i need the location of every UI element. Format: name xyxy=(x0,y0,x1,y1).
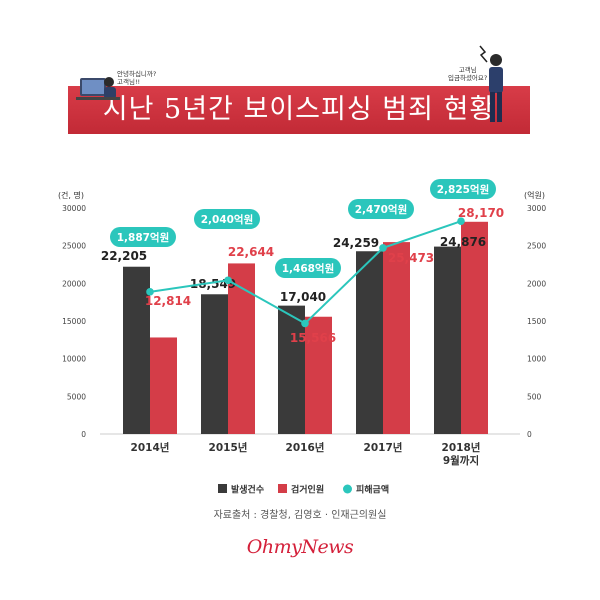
y-left-tick-label: 25000 xyxy=(62,242,86,251)
y-right-tick-label: 2500 xyxy=(527,242,546,251)
bar-occurrences xyxy=(434,246,461,434)
line-damage-label: 1,468억원 xyxy=(282,262,335,275)
speech-bubble-right-line2: 입금하셨어요? xyxy=(448,74,488,82)
y-right-unit: (억원) xyxy=(524,190,545,200)
x-tick-label: 2017년 xyxy=(364,441,403,454)
line-damage-pill xyxy=(275,258,341,278)
legend-swatch xyxy=(218,484,227,493)
bar-occurrences-label: 22,205 xyxy=(101,249,147,263)
x-tick-label: 2015년 xyxy=(209,441,248,454)
line-damage-pill xyxy=(430,179,496,199)
bar-occurrences-label: 24,259 xyxy=(333,236,379,250)
speech-bubble-left: 안녕하십니까? 고객님!! xyxy=(117,70,156,86)
legend-label: 검거인원 xyxy=(291,484,324,496)
line-damage-point xyxy=(224,276,232,285)
bar-occurrences xyxy=(356,251,383,434)
y-left-tick-label: 10000 xyxy=(62,355,86,364)
y-right-tick-label: 500 xyxy=(527,392,542,401)
title-banner: 지난 5년간 보이스피싱 범죄 현황 xyxy=(68,86,530,134)
line-damage-point xyxy=(301,319,309,328)
source-note: 자료출처 : 경찰청, 김영호 · 인재근의원실 xyxy=(213,510,387,521)
line-damage-pill xyxy=(194,209,260,229)
y-left-tick-label: 30000 xyxy=(62,204,86,213)
line-damage-label: 2,470억원 xyxy=(355,203,408,216)
bar-occurrences-label: 24,876 xyxy=(440,235,486,249)
legend-swatch xyxy=(343,484,352,494)
line-damage-point xyxy=(146,288,154,296)
bar-arrests xyxy=(461,221,488,434)
phone-caller-icon xyxy=(479,45,503,122)
speech-bubble-right-line1: 고객님 xyxy=(458,66,477,74)
legend-label: 발생건수 xyxy=(231,484,264,496)
header-illustration xyxy=(76,45,503,122)
line-damage-label: 1,887억원 xyxy=(117,231,170,244)
line-damage-label: 2,040억원 xyxy=(201,213,254,226)
legend-label: 피해금액 xyxy=(356,484,389,496)
speech-bubble-right: 고객님 입금하셨어요? xyxy=(448,66,487,82)
x-tick-label: 9월까지 xyxy=(443,454,479,467)
bar-occurrences xyxy=(123,266,150,434)
y-right-tick-label: 1000 xyxy=(527,355,546,364)
bar-arrests-label: 15,566 xyxy=(290,331,336,345)
bar-occurrences xyxy=(201,294,228,434)
line-damage-pill xyxy=(348,199,414,219)
y-left-tick-label: 20000 xyxy=(62,279,86,288)
speech-bubble-left-line1: 안녕하십니까? xyxy=(117,70,157,78)
bar-arrests-label: 25,473 xyxy=(388,251,434,265)
call-center-person-icon xyxy=(76,77,120,100)
y-right-tick-label: 0 xyxy=(527,430,532,439)
bar-arrests xyxy=(383,242,410,434)
y-left-unit: (건, 명) xyxy=(58,190,84,200)
ohmynews-logo: OhmyNews xyxy=(246,536,354,558)
legend-swatch xyxy=(278,484,287,493)
title-banner-background xyxy=(68,86,530,134)
y-left-tick-label: 15000 xyxy=(62,317,86,326)
bar-arrests xyxy=(150,337,177,434)
bar-arrests-label: 22,644 xyxy=(228,245,274,259)
bar-arrests xyxy=(305,316,332,434)
speech-bubble-left-line2: 고객님!! xyxy=(117,78,141,86)
y-right-tick-label: 2000 xyxy=(527,279,546,288)
x-tick-label: 2018년 xyxy=(442,441,481,454)
y-left-tick-label: 0 xyxy=(81,430,86,439)
y-left-tick-label: 5000 xyxy=(67,392,86,401)
line-damage-pill xyxy=(110,227,176,247)
bar-arrests-label: 28,170 xyxy=(458,206,504,220)
bar-occurrences-label: 17,040 xyxy=(280,290,326,304)
line-damage-label: 2,825억원 xyxy=(437,183,490,196)
y-right-tick-label: 1500 xyxy=(527,317,546,326)
y-right-tick-label: 3000 xyxy=(527,204,546,213)
x-tick-label: 2014년 xyxy=(131,441,170,454)
line-damage-point xyxy=(457,217,465,225)
bar-occurrences xyxy=(278,305,305,434)
bar-arrests-label: 12,814 xyxy=(145,294,191,308)
x-tick-label: 2016년 xyxy=(286,441,325,454)
line-damage-point xyxy=(379,244,387,252)
chart-title: 지난 5년간 보이스피싱 범죄 현황 xyxy=(102,94,496,125)
